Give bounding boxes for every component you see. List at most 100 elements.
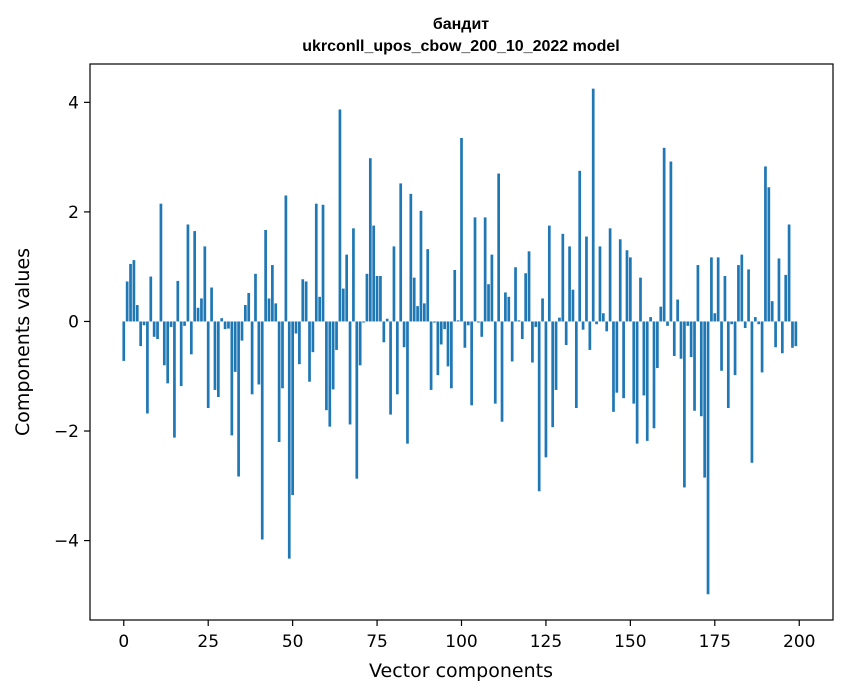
plot-frame: [89, 63, 834, 621]
bar: [659, 306, 663, 322]
y-tick-label: 0: [68, 312, 79, 332]
bar: [703, 321, 707, 478]
bar: [206, 321, 210, 409]
bar: [301, 279, 305, 322]
bar: [318, 296, 321, 322]
bar: [156, 321, 159, 339]
bar: [382, 321, 386, 343]
bar: [271, 265, 274, 322]
bar: [338, 109, 342, 322]
bar: [291, 321, 294, 496]
bar: [227, 321, 230, 329]
bar: [456, 320, 460, 322]
x-tick-label: 25: [197, 632, 219, 652]
bar: [446, 321, 450, 367]
bar: [176, 280, 180, 322]
bar: [159, 203, 163, 322]
bar: [747, 269, 750, 322]
bar: [632, 321, 636, 404]
bar: [321, 204, 325, 322]
bar: [331, 321, 335, 390]
bar: [125, 281, 129, 322]
bar: [308, 321, 311, 382]
bar: [409, 193, 413, 322]
bar: [129, 263, 132, 322]
bar: [672, 321, 676, 356]
bar: [328, 321, 332, 427]
bar: [412, 277, 416, 322]
bar: [652, 321, 656, 429]
bar: [314, 203, 318, 322]
bar: [298, 321, 301, 365]
bar: [233, 321, 237, 372]
bar: [510, 321, 514, 362]
bar: [767, 187, 771, 322]
bar: [416, 306, 419, 322]
bar: [601, 313, 605, 322]
bar: [686, 321, 690, 326]
bar: [679, 321, 683, 359]
y-tick-label: 4: [68, 93, 79, 113]
bar: [777, 258, 781, 322]
bar: [433, 321, 436, 323]
bar: [757, 321, 761, 325]
bar: [585, 236, 588, 322]
bar: [683, 321, 686, 488]
bar: [753, 317, 757, 322]
x-tick-label: 175: [699, 632, 731, 652]
bar: [294, 321, 298, 334]
bar: [470, 321, 473, 406]
bar: [247, 292, 251, 322]
bar: [230, 321, 234, 436]
bar: [419, 210, 423, 322]
bar: [497, 173, 500, 322]
bar: [551, 321, 555, 428]
x-tick-label: 125: [530, 632, 562, 652]
bar: [189, 321, 193, 355]
bar: [169, 321, 173, 327]
x-axis-label: Vector components: [369, 660, 553, 682]
x-tick-label: 150: [614, 632, 646, 652]
bar: [389, 321, 392, 415]
bar: [622, 321, 625, 399]
bar: [355, 321, 359, 479]
bar: [726, 321, 730, 409]
chart-title: бандит: [433, 16, 489, 33]
x-tick-label: 50: [282, 632, 304, 652]
bar: [463, 321, 467, 348]
bar: [254, 273, 257, 322]
bar: [257, 321, 261, 385]
bar: [392, 246, 396, 322]
bar: [517, 320, 521, 322]
bar: [669, 161, 673, 322]
bar: [635, 321, 639, 444]
bar: [250, 321, 254, 395]
bar: [477, 321, 480, 323]
bar: [483, 217, 487, 322]
bar: [352, 228, 355, 322]
x-tick-label: 75: [366, 632, 388, 652]
bar: [625, 250, 629, 322]
bar: [335, 321, 338, 350]
y-tick-label: −2: [54, 422, 79, 442]
bar: [507, 296, 511, 322]
bar: [770, 301, 774, 322]
bar: [656, 321, 659, 369]
bar: [740, 254, 744, 322]
bar: [716, 257, 720, 322]
bar: [787, 224, 791, 322]
bar: [287, 321, 291, 559]
bar: [618, 239, 622, 322]
bar: [568, 246, 571, 322]
bar: [311, 321, 315, 353]
bar: [260, 321, 264, 540]
x-axis-ticks: 0 25 50 75 100 125 150 175 200: [118, 620, 815, 652]
bar: [372, 225, 376, 322]
bar: [183, 321, 186, 326]
bar: [774, 321, 777, 348]
bar: [429, 321, 433, 390]
bar: [794, 321, 798, 347]
x-tick-label: 200: [783, 632, 815, 652]
bar: [358, 321, 362, 366]
bar: [547, 225, 551, 322]
